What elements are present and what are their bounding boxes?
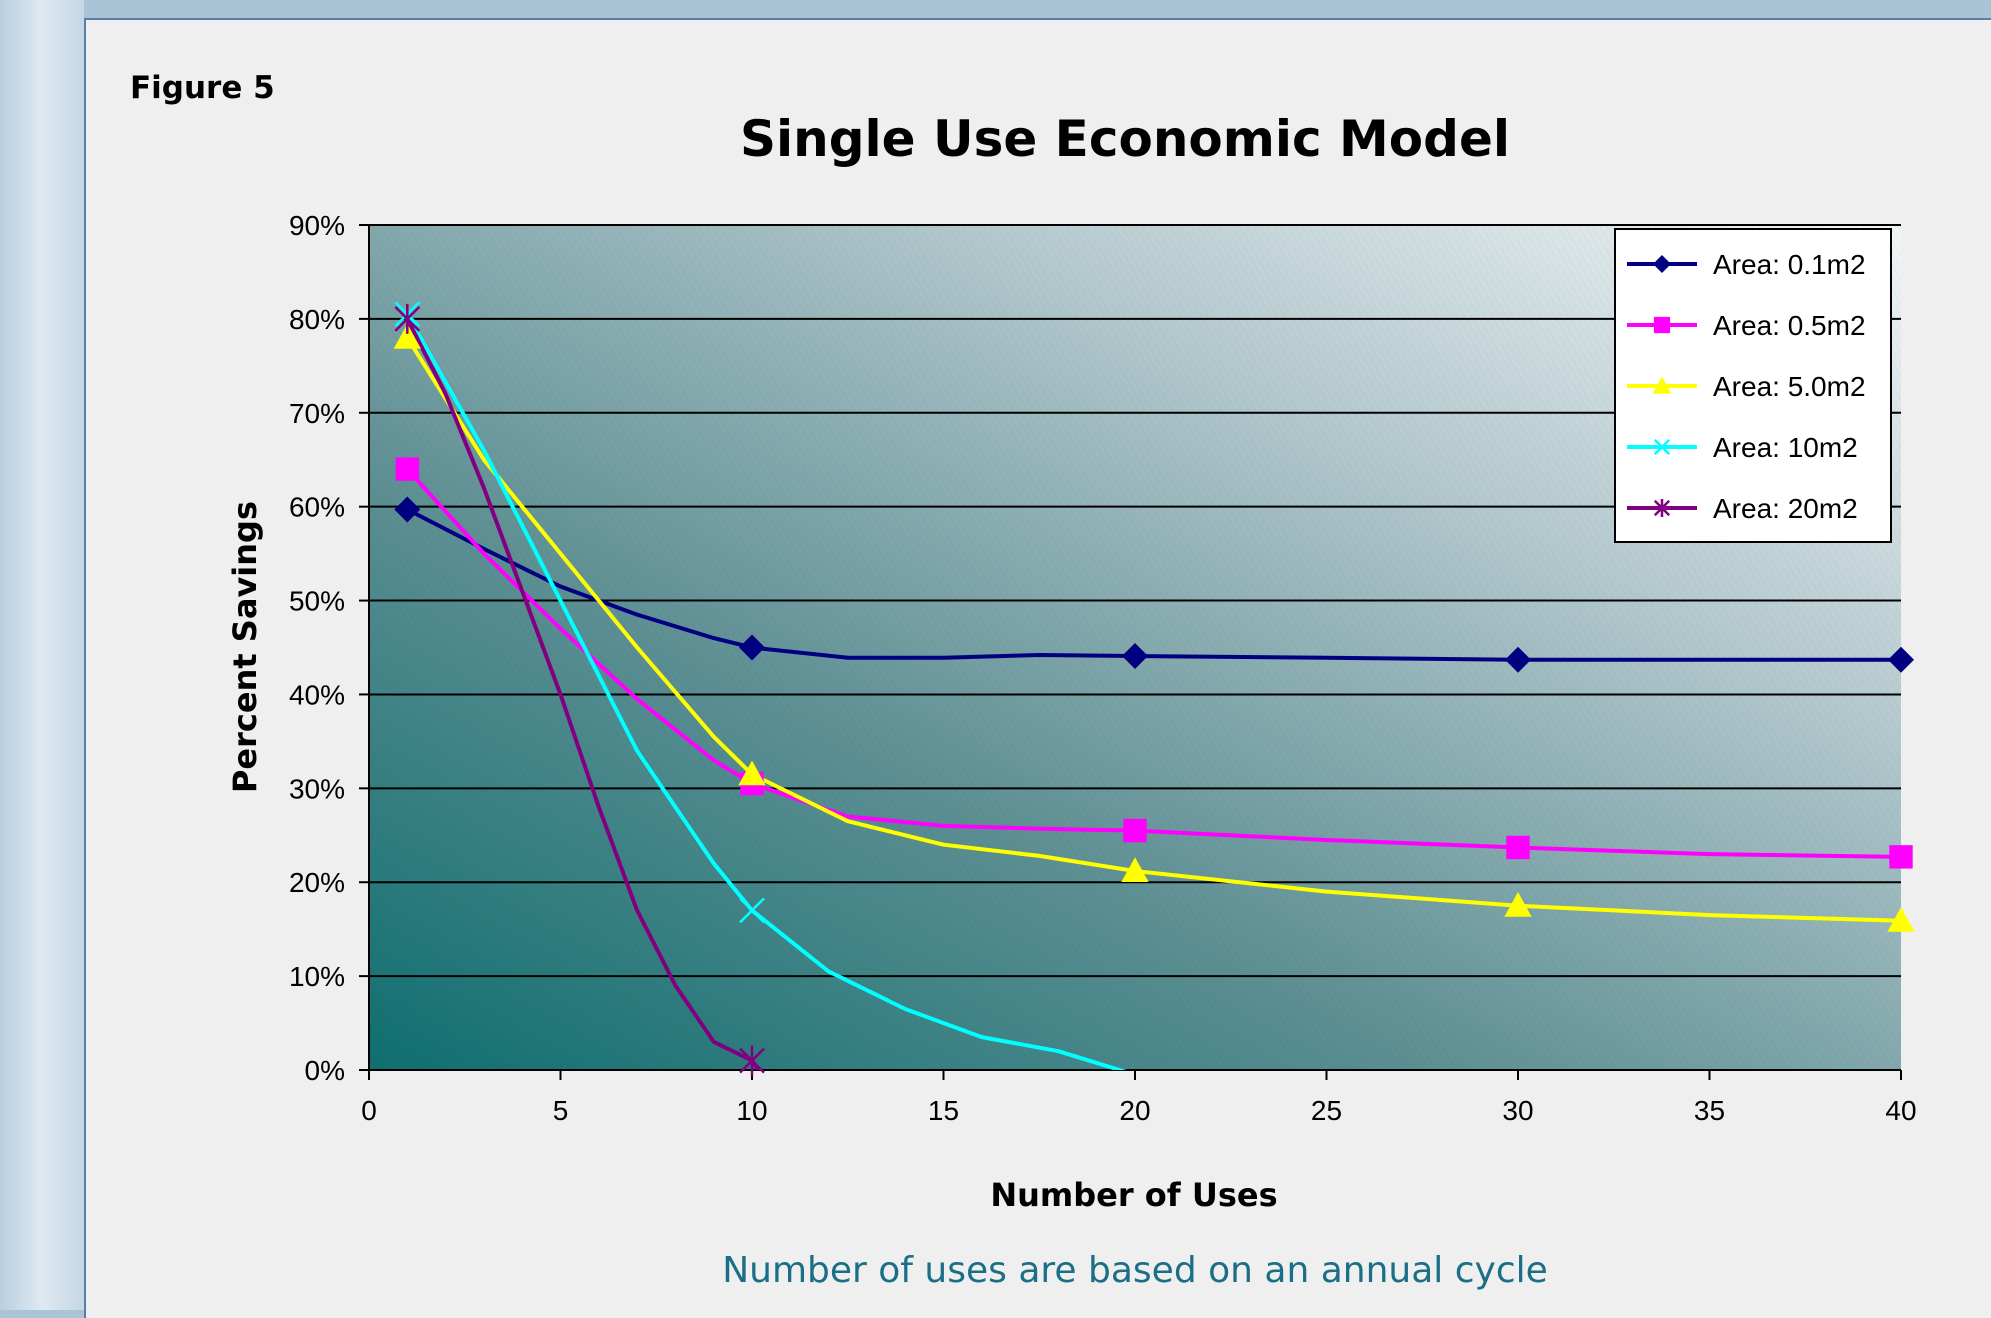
tick-labels: 0% 10% 20% 30% 40% 50% 60% 70% 80% 90% 0 5 10 15 20 25 3… xyxy=(289,210,1917,1126)
series-markers xyxy=(393,301,1915,1076)
data-point-3 xyxy=(738,760,766,786)
data-point-1 xyxy=(739,634,765,661)
x-tick-label: 15 xyxy=(928,1095,959,1126)
data-point-2 xyxy=(1123,818,1147,843)
x-tick-label: 35 xyxy=(1694,1095,1725,1126)
legend-marker xyxy=(1653,255,1671,273)
axes xyxy=(359,224,1902,1080)
data-point-3 xyxy=(1887,907,1915,932)
legend-label: Area: 5.0m2 xyxy=(1713,371,1866,402)
data-point-3 xyxy=(1504,892,1532,917)
x-tick-label: 25 xyxy=(1311,1095,1342,1126)
x-tick-label: 40 xyxy=(1885,1095,1916,1126)
y-tick-label: 90% xyxy=(289,210,345,241)
data-point-2 xyxy=(395,457,419,481)
series-line-5 xyxy=(405,316,761,1070)
legend-label: Area: 20m2 xyxy=(1713,493,1858,524)
data-point-5 xyxy=(739,1045,765,1076)
legend-label: Area: 0.5m2 xyxy=(1713,310,1866,341)
legend-label: Area: 0.1m2 xyxy=(1713,249,1866,280)
y-tick-label: 0% xyxy=(305,1055,345,1086)
series-line-3 xyxy=(405,335,1901,923)
data-point-1 xyxy=(1888,646,1914,673)
series-line-1 xyxy=(405,507,1901,662)
y-tick-label: 20% xyxy=(289,867,345,898)
data-point-1 xyxy=(394,496,421,523)
y-axis-title: Percent Savings xyxy=(226,501,264,793)
y-tick-label: 30% xyxy=(289,773,345,804)
x-axis-title: Number of Uses xyxy=(990,1176,1277,1214)
data-point-2 xyxy=(1506,835,1530,860)
data-point-1 xyxy=(1505,646,1531,673)
x-tick-label: 10 xyxy=(736,1095,767,1126)
series-line-2 xyxy=(405,467,1901,859)
y-tick-label: 80% xyxy=(289,304,345,335)
legend-marker xyxy=(1653,499,1671,517)
data-point-5 xyxy=(394,303,421,334)
series-line-4 xyxy=(405,312,1127,1070)
figure-label: Figure 5 xyxy=(130,70,275,106)
series-lines xyxy=(405,312,1901,1070)
legend-marker xyxy=(1653,438,1671,456)
x-tick-label: 30 xyxy=(1502,1095,1533,1126)
y-tick-label: 40% xyxy=(289,679,345,710)
left-sidebar-strip xyxy=(0,0,84,1310)
caption: Number of uses are based on an annual cy… xyxy=(722,1250,1548,1291)
data-point-3 xyxy=(393,324,421,349)
x-tick-label: 0 xyxy=(361,1095,377,1126)
legend: Area: 0.1m2 Area: 0.5m2 Area: 5.0m2 Area: 1… xyxy=(1614,228,1892,543)
y-tick-label: 60% xyxy=(289,492,345,523)
legend-label: Area: 10m2 xyxy=(1713,432,1858,463)
legend-marker xyxy=(1653,316,1671,334)
y-tick-label: 70% xyxy=(289,398,345,429)
chart-title: Single Use Economic Model xyxy=(740,110,1510,168)
legend-marker xyxy=(1652,376,1672,394)
y-tick-label: 10% xyxy=(289,961,345,992)
x-tick-label: 5 xyxy=(553,1095,569,1126)
y-tick-label: 50% xyxy=(289,586,345,617)
x-tick-label: 20 xyxy=(1119,1095,1150,1126)
data-point-4 xyxy=(739,897,765,924)
data-point-2 xyxy=(1889,845,1913,869)
data-point-1 xyxy=(1122,642,1148,669)
data-point-3 xyxy=(1121,857,1149,883)
